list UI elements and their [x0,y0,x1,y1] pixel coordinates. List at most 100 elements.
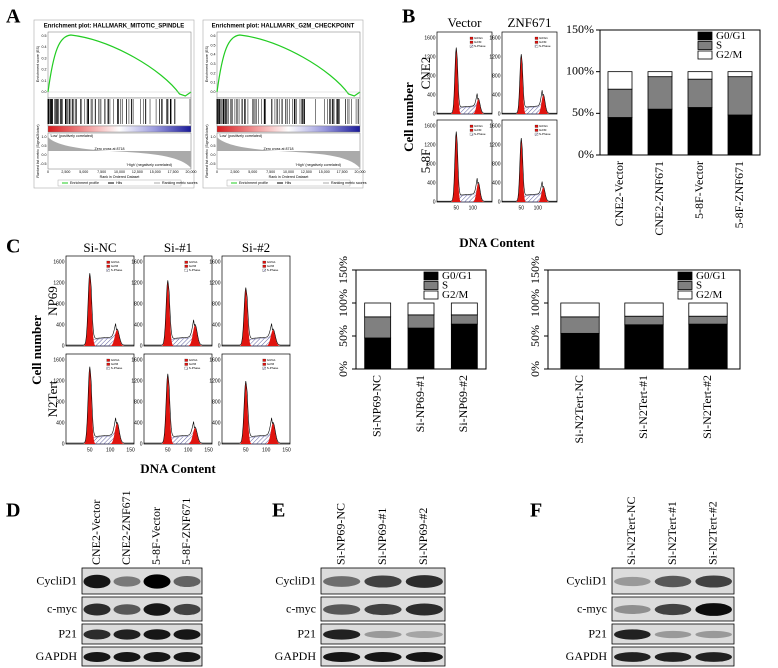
plot-frame [355,269,487,370]
panel-label: A [6,6,21,28]
y-tick-label: 800 [134,399,143,405]
band [173,651,201,663]
y-tick-label: 1600 [209,357,220,363]
histogram-frame [65,255,135,347]
y-tick-label: 100% [528,289,542,317]
s-phase-area [247,430,272,445]
histogram-legend-swatch [106,362,110,366]
legend-swatch [423,281,439,290]
y-tick-label: 800 [212,301,221,307]
s-phase-area [522,101,543,115]
histogram-legend-label: G2/M [111,264,119,268]
g2m-peak [536,187,551,202]
positive-label: 'Low' (positively correlated) [50,134,93,138]
band [83,629,111,640]
band [654,603,692,616]
band [113,604,141,615]
histogram-legend-swatch [184,268,188,272]
bar-segment [647,108,673,156]
lane-label: Si-NP69-#2 [416,508,430,565]
y-tick-label: 1200 [53,378,64,384]
x-tick-label: 150 [282,447,291,453]
band [614,652,651,662]
x-tick-label: Si-NP69-#2 [456,375,470,432]
bar-segment [607,71,633,90]
y-tick-label: 0 [433,111,436,117]
x-tick-label: 50 [518,205,524,211]
histogram-legend-swatch [262,358,266,362]
y-tick-label: 800 [427,161,436,167]
panel-label: E [272,500,285,522]
histogram-frame [143,255,213,347]
y-tick-label: 1600 [53,259,64,265]
y-tick-label: 800 [427,73,436,79]
y-tick-label: 150% [528,256,542,284]
histogram-legend-swatch [184,358,188,362]
g2m-peak [186,427,204,444]
y-tick-label: 150% [566,22,594,36]
y-tick-label: 800 [56,301,65,307]
s-phase-area [169,332,194,347]
bar-segment [607,88,633,118]
bar-segment [727,76,753,116]
legend-label: G0/G1 [716,30,746,42]
legend-swatch [677,271,693,281]
histogram-legend-swatch [262,366,266,370]
bar-segment [647,71,673,78]
y-tick-label: 1600 [424,123,435,129]
gsea-legend-label: Hits [285,181,291,185]
column-header: Vector [448,15,483,30]
histogram-legend-label: S-Phase [267,268,279,272]
y-tick-label: 1200 [489,142,500,148]
x-tick-label: 12,500 [301,170,312,174]
y-tick-label: 1200 [53,280,64,286]
y-tick-label: 1200 [489,54,500,60]
bar-segment [560,316,600,334]
bar-segment [607,117,633,156]
band [113,629,141,640]
band [173,629,201,640]
x-tick-label: CNE2-ZNF671 [652,161,666,236]
lane-label: Si-NP69-NC [333,503,347,565]
band [405,631,443,638]
histogram-legend-label: G2/M [539,40,547,44]
bar-segment [450,302,478,316]
y-axis-label: Cell number [29,315,44,385]
x-axis-label: DNA Content [459,235,535,250]
histogram-legend-label: G2/M [111,362,119,366]
legend-label: G2/M [696,289,723,301]
band [173,603,201,616]
bar-segment [688,323,728,370]
y-tick-label: 400 [427,180,436,186]
y-tick-label: 0% [528,361,542,377]
x-tick-label: CNE2-Vector [612,161,626,226]
bar-segment [407,302,435,316]
x-tick-label: 2,500 [61,170,70,174]
histogram-outline [222,287,290,346]
y-tick-label: 0 [218,441,221,447]
x-tick-label: 50 [243,447,249,453]
x-tick-label: 5,000 [248,170,257,174]
protein-label: c-myc [47,601,77,615]
column-header: Si-#1 [164,240,192,255]
histogram-frame [501,119,558,203]
y-tick-label: 1200 [424,142,435,148]
y-tick-label: 0% [336,361,350,377]
bar-segment [364,302,392,318]
y-tick-label: 0 [498,111,501,117]
y-tick-label: 1600 [131,357,142,363]
histogram-legend-label: S-Phase [474,44,486,48]
y-tick-label: 800 [492,161,501,167]
g0g1-peak [516,138,527,202]
histogram-frame [65,353,135,445]
gsea-legend-label: Enrichment profile [239,181,268,185]
y-tick-label: 400 [212,322,221,328]
enrichment-curve [47,34,192,97]
s-phase-area [457,102,478,115]
band [614,629,651,640]
heatmap [216,125,361,133]
g0g1-peak [451,132,462,202]
x-tick-label: 0 [47,170,49,174]
g0g1-peak [239,381,253,444]
es-tick-label: 0.3 [42,56,47,60]
